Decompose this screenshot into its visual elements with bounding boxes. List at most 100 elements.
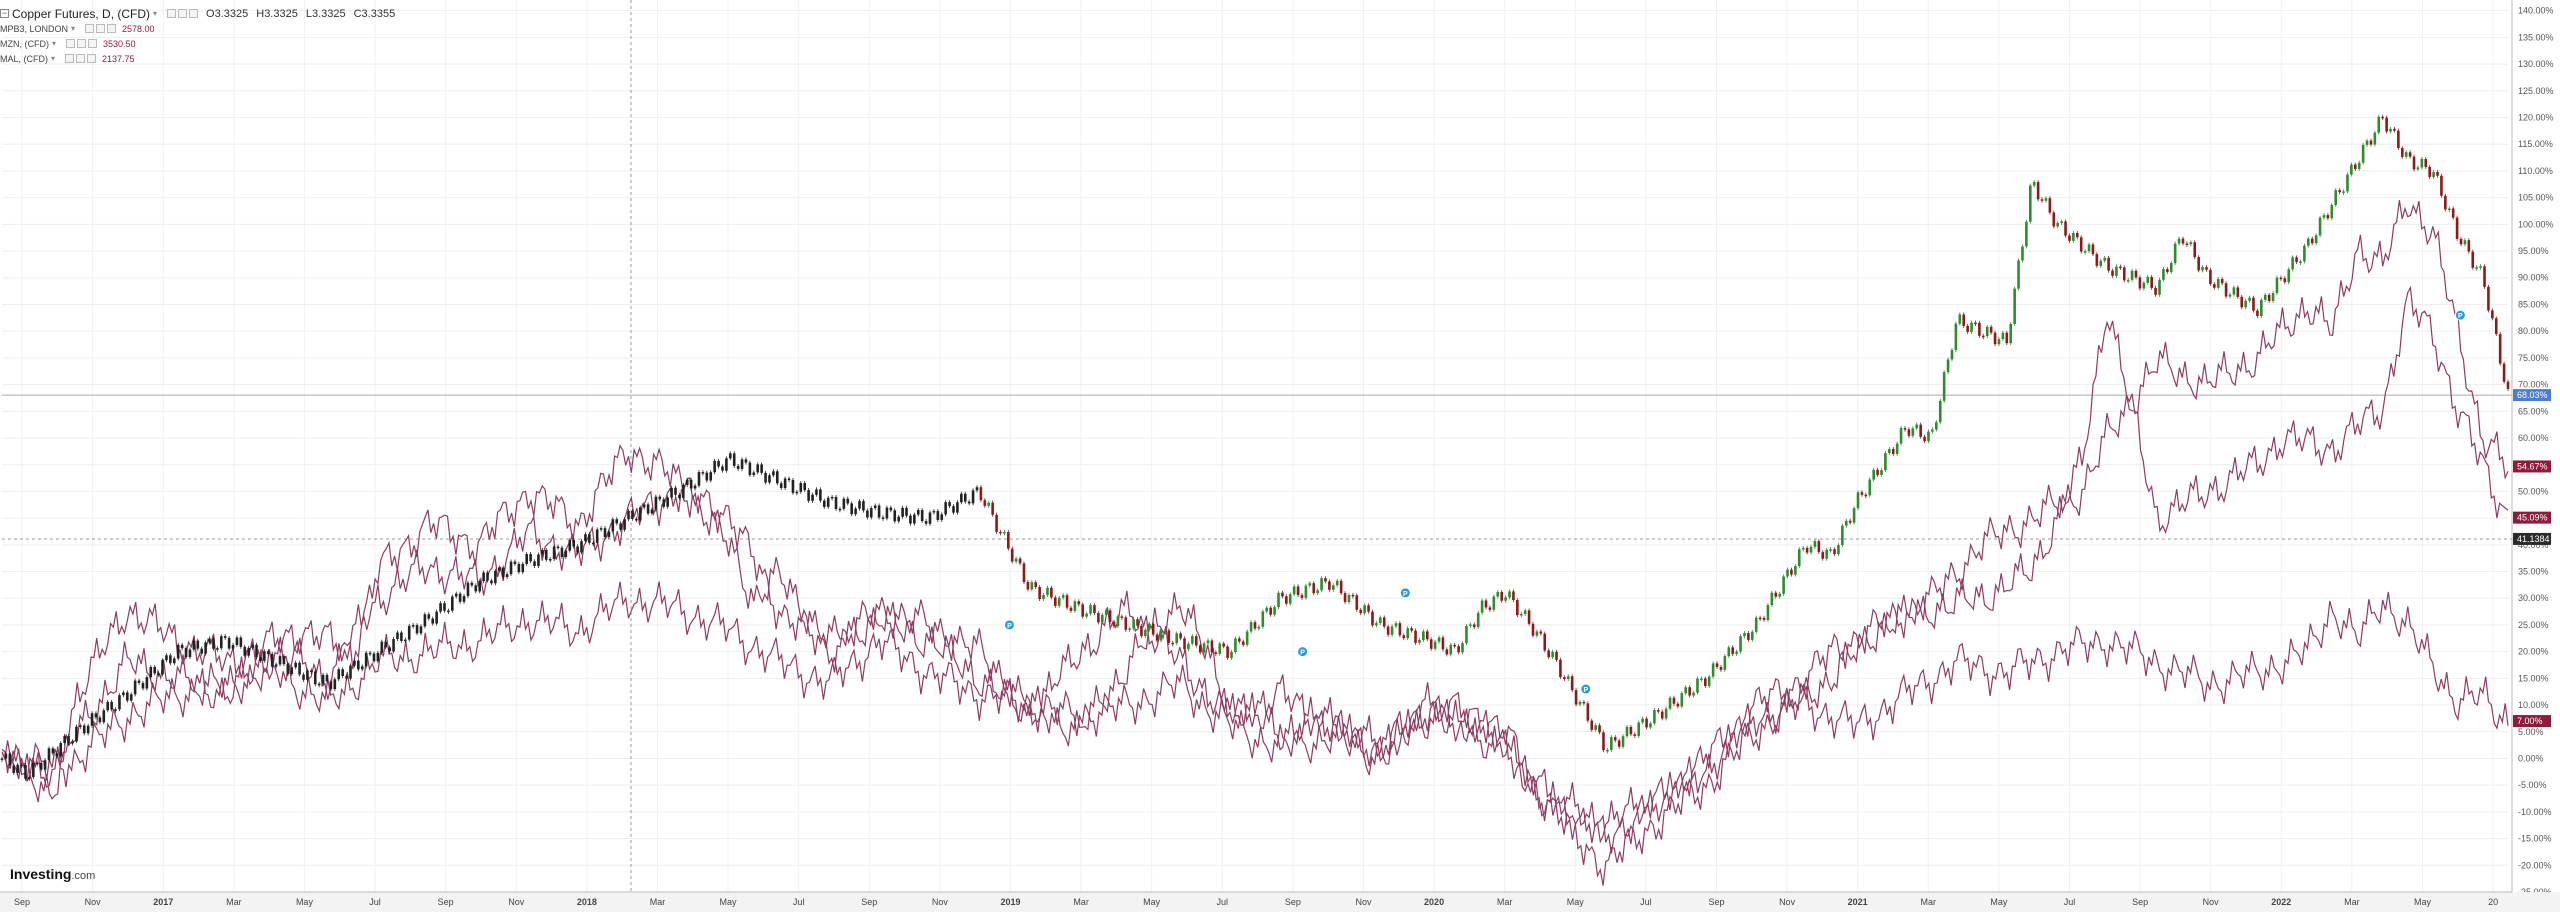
candle-body [858,501,861,509]
candle-body [1163,630,1167,632]
close-icon[interactable] [107,24,117,33]
candle-body [1343,593,1347,602]
candle-body [1723,656,1727,670]
event-marker-dot[interactable] [1399,587,1411,599]
candle-body [1249,622,1253,632]
chevron-down-icon[interactable]: ▾ [51,54,56,63]
event-marker-dot[interactable] [1003,619,1015,631]
candle-body [1754,617,1758,632]
candle-body [2381,116,2384,119]
candle-body [1410,628,1413,631]
event-marker-icon[interactable]: P [1003,619,1015,631]
candle-body [979,487,983,501]
candle-body [122,692,125,696]
candle-body [169,655,172,664]
collapse-icon[interactable]: − [0,8,9,18]
candle-body [247,647,250,656]
event-marker-dot[interactable] [1580,683,1592,695]
candle-body [1061,595,1065,598]
candle-body [71,741,74,744]
chevron-down-icon[interactable]: ▾ [52,39,57,48]
candle-body [1183,638,1186,650]
settings-icon[interactable] [178,9,188,18]
candle-body [2295,257,2298,263]
legend-compare-row[interactable]: MPB3, LONDON ▾ 2578.00 [0,21,395,36]
candle-body [1292,586,1296,595]
candle-body [16,764,19,773]
candle-body [552,546,556,559]
legend-compare-row[interactable]: MZN, (CFD) ▾ 3530.50 [0,36,395,51]
candle-body [1382,617,1386,627]
candle-body [458,593,462,602]
candle-body [1523,610,1527,614]
brand-name: Investing [10,866,72,882]
eye-icon[interactable] [85,24,95,33]
candle-body [905,507,908,516]
close-icon[interactable] [87,54,97,63]
candle-body [1100,614,1104,623]
candle-body [1155,634,1159,641]
eye-icon[interactable] [65,54,75,63]
event-marker-icon[interactable]: P [1399,587,1411,599]
legend-main-row[interactable]: − Copper Futures, D, (CFD) ▾ O3.3325 H3.… [0,6,395,21]
candle-body [1218,643,1222,654]
candle-body [180,644,184,649]
candle-body [75,726,78,742]
candle-body [1578,701,1582,705]
candle-body [1230,651,1233,659]
candle-body [1891,449,1895,454]
candle-body [1668,697,1672,709]
event-marker-dot[interactable] [1297,646,1309,658]
event-marker-icon[interactable]: P [1297,646,1309,658]
candle-body [1390,626,1394,635]
candle-body [1590,720,1594,730]
candle-body [2479,266,2482,268]
candle-body [118,695,121,710]
candle-body [580,541,583,553]
candle-body [294,662,297,668]
candle-body [2260,299,2263,316]
candle-body [1516,600,1519,616]
candle-body [631,510,634,519]
candle-body [1003,532,1006,534]
series-controls[interactable] [85,24,117,33]
candle-body [548,558,552,561]
candle-body [1707,676,1711,686]
legend-compare-row[interactable]: MAL, (CFD) ▾ 2137.75 [0,51,395,66]
candle-body [2216,279,2220,288]
chevron-down-icon[interactable]: ▾ [153,9,158,18]
candle-body [1406,628,1410,639]
candle-body [1974,322,1977,325]
candle-body [310,670,313,672]
y-axis[interactable]: -25.00%-20.00%-15.00%-10.00%-5.00%0.00%5… [2511,0,2554,897]
price-badge-label: 41.1384 [2517,534,2550,544]
candle-body [431,618,435,624]
chevron-down-icon[interactable]: ▾ [71,24,76,33]
candle-body [2048,198,2052,213]
series-controls[interactable] [66,39,98,48]
eye-icon[interactable] [167,9,177,18]
candle-body [447,610,450,613]
candle-body [1379,617,1382,624]
candle-body [219,636,223,649]
settings-icon[interactable] [77,39,87,48]
candle-body [537,554,540,566]
candle-body [764,472,767,483]
close-icon[interactable] [88,39,98,48]
event-marker-dot[interactable] [2454,309,2466,321]
candle-body [2162,269,2165,280]
candle-body [897,516,900,522]
event-marker-icon[interactable]: P [1580,683,1592,695]
settings-icon[interactable] [76,54,86,63]
x-axis[interactable]: Sep Nov 2017 Mar May Jul Sep Nov 2018 Mar May Jul Se… [0,891,2560,912]
series-controls[interactable] [167,9,199,18]
x-tick-label: 2022 [2271,897,2291,907]
close-icon[interactable] [189,9,199,18]
settings-icon[interactable] [96,24,106,33]
event-marker-icon[interactable]: P [2454,309,2466,321]
event-markers: P P P P P [1003,309,2466,695]
y-tick-label: 130.00% [2518,59,2554,69]
series-controls[interactable] [65,54,97,63]
eye-icon[interactable] [66,39,76,48]
